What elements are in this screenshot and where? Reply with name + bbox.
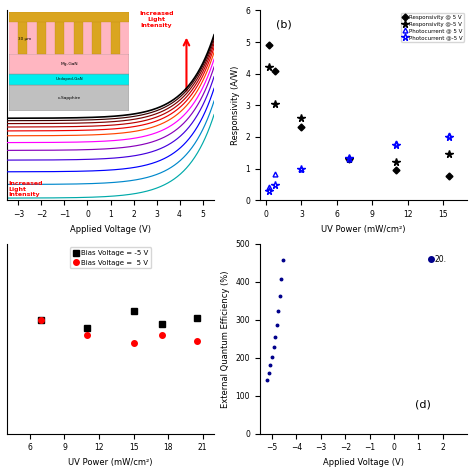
Text: (d): (d): [415, 400, 431, 410]
Text: Increased
Light
Intensity: Increased Light Intensity: [8, 181, 43, 197]
Text: Increased
Light
Intensity: Increased Light Intensity: [139, 11, 174, 28]
Legend: Bias Voltage = -5 V, Bias Voltage =  5 V: Bias Voltage = -5 V, Bias Voltage = 5 V: [70, 247, 151, 268]
X-axis label: UV Power (mW/cm²): UV Power (mW/cm²): [68, 458, 153, 467]
Legend: Responsivity @ 5 V, Responsivity @-5 V, Photocurrent @ 5 V, Photocurrent @-5 V: Responsivity @ 5 V, Responsivity @-5 V, …: [401, 13, 464, 42]
X-axis label: UV Power (mW/cm²): UV Power (mW/cm²): [321, 225, 406, 234]
X-axis label: Applied Voltage (V): Applied Voltage (V): [70, 225, 151, 234]
Y-axis label: Responsivity (A/W): Responsivity (A/W): [231, 66, 240, 145]
Text: 20.: 20.: [434, 255, 446, 264]
Y-axis label: External Quantum Efficiency (%): External Quantum Efficiency (%): [221, 270, 230, 408]
X-axis label: Applied Voltage (V): Applied Voltage (V): [323, 458, 404, 467]
Text: (b): (b): [276, 20, 292, 30]
